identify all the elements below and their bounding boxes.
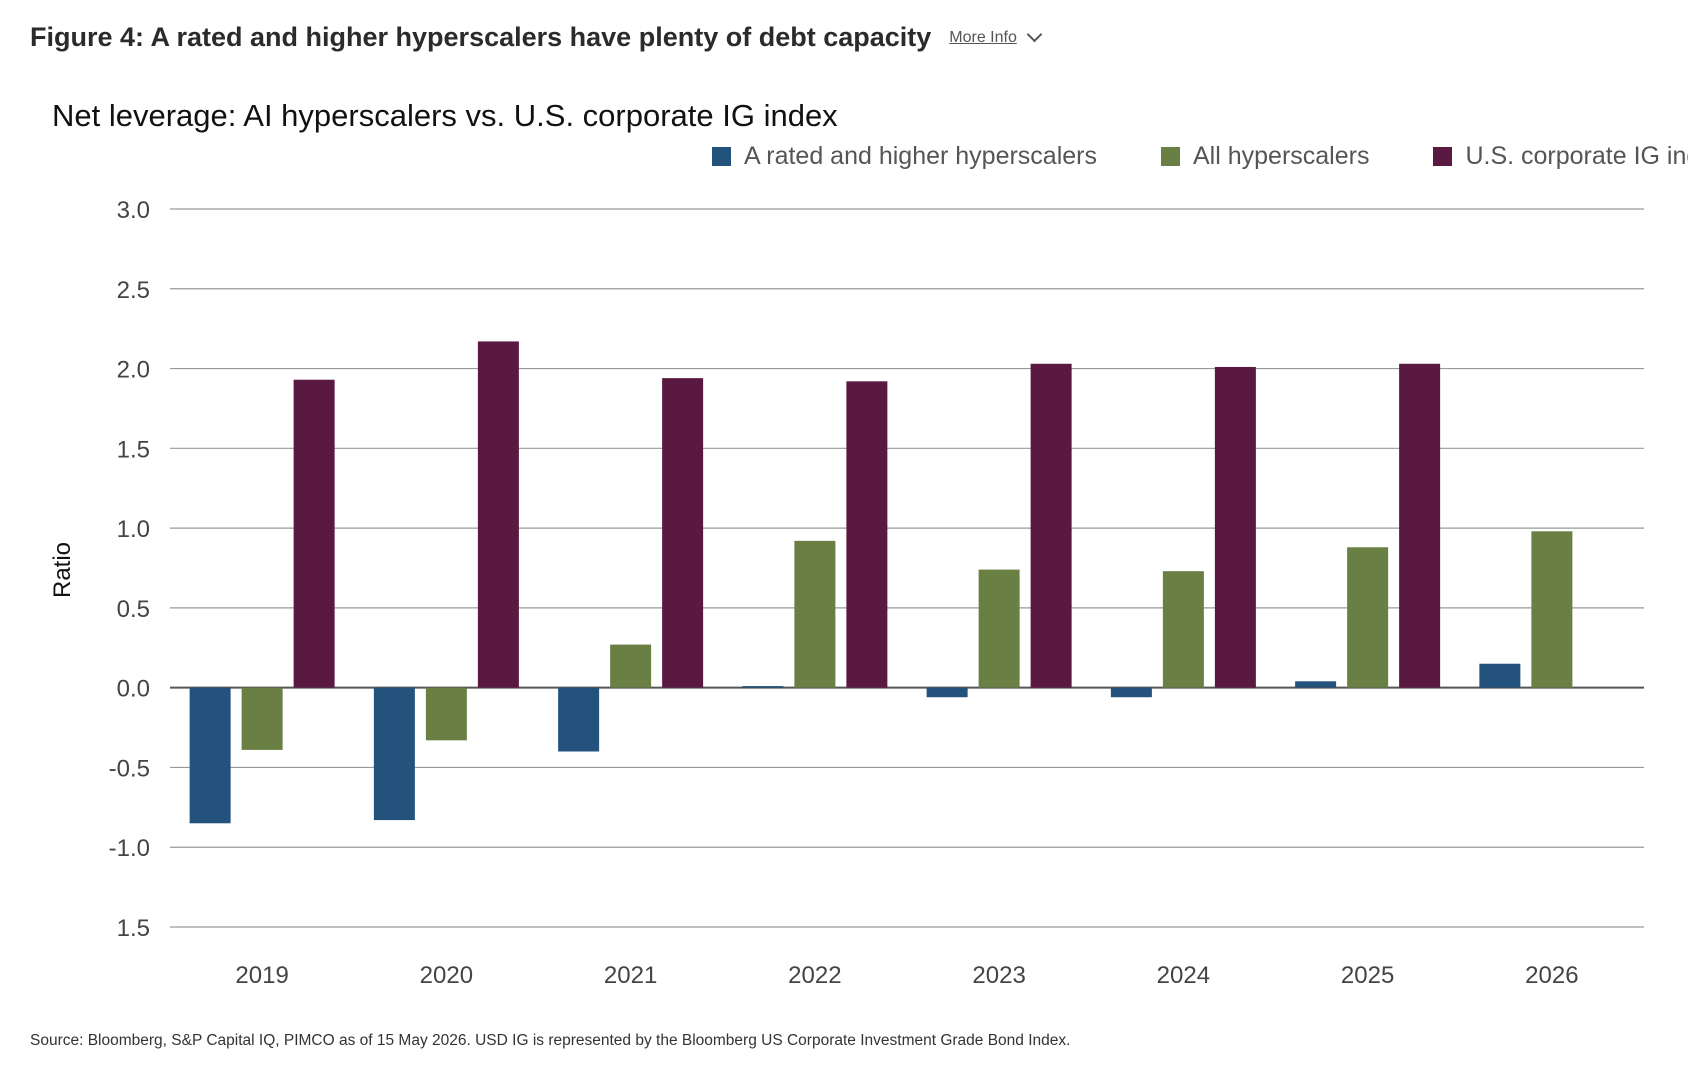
bar-u-s-corporate-ig-index-2024: [1214, 366, 1256, 688]
bar-a-rated-and-higher-hyperscalers-2024: [1110, 687, 1152, 698]
bar-all-hyperscalers-2021: [610, 644, 652, 688]
y-axis-label: Ratio: [49, 542, 76, 598]
y-tick-label: 1.5: [117, 436, 150, 463]
legend-swatch-all-hyperscalers: [1161, 147, 1180, 166]
gridlines: [170, 208, 1644, 928]
x-axis-ticks: 2019 2020 2021 2022 2023 2024 2025 2026: [235, 962, 1578, 989]
bar-all-hyperscalers-2024: [1162, 571, 1204, 688]
y-tick-label: 2.5: [117, 277, 150, 304]
y-axis-ticks: 3.0 2.5 2.0 1.5 1.0 0.5 0.0 -0.5 -1.0 1.5: [109, 197, 150, 942]
bar-u-s-corporate-ig-index-2020: [477, 341, 519, 688]
bar-a-rated-and-higher-hyperscalers-2019: [189, 687, 231, 824]
source-note: Source: Bloomberg, S&P Capital IQ, PIMCO…: [30, 1032, 1071, 1049]
bar-a-rated-and-higher-hyperscalers-2026: [1479, 663, 1521, 688]
bar-a-rated-and-higher-hyperscalers-2022: [742, 686, 784, 688]
x-tick-label: 2021: [604, 962, 657, 989]
y-tick-label: -1.0: [109, 835, 150, 862]
legend-swatch-a-rated: [712, 147, 731, 166]
legend-label-a-rated: A rated and higher hyperscalers: [744, 142, 1097, 170]
legend-item-a-rated: A rated and higher hyperscalers: [712, 142, 1097, 171]
bar-u-s-corporate-ig-index-2025: [1399, 363, 1441, 688]
bar-all-hyperscalers-2026: [1531, 531, 1573, 688]
x-tick-label: 2026: [1525, 962, 1578, 989]
x-tick-label: 2019: [235, 962, 288, 989]
chart-title: Net leverage: AI hyperscalers vs. U.S. c…: [52, 98, 838, 133]
more-info-label[interactable]: More Info: [949, 28, 1017, 46]
y-tick-label: 0.0: [117, 676, 150, 703]
x-tick-label: 2020: [420, 962, 473, 989]
y-tick-label: 1.5: [117, 915, 150, 942]
y-tick-label: 0.5: [117, 596, 150, 623]
y-tick-label: -0.5: [109, 755, 150, 782]
more-info-toggle[interactable]: More Info: [949, 26, 1043, 47]
bar-all-hyperscalers-2020: [425, 687, 467, 741]
bar-u-s-corporate-ig-index-2023: [1030, 363, 1072, 688]
x-tick-label: 2025: [1341, 962, 1394, 989]
bar-u-s-corporate-ig-index-2019: [293, 379, 335, 688]
figure-title: Figure 4: A rated and higher hyperscaler…: [30, 22, 932, 52]
bar-all-hyperscalers-2025: [1347, 547, 1389, 688]
bar-u-s-corporate-ig-index-2022: [846, 381, 888, 688]
legend-label-ig-index: U.S. corporate IG index: [1465, 142, 1688, 170]
chart-legend: A rated and higher hyperscalers All hype…: [712, 142, 1688, 171]
bars: [189, 341, 1573, 824]
legend-item-ig-index: U.S. corporate IG index: [1433, 142, 1688, 171]
bar-all-hyperscalers-2023: [978, 569, 1020, 688]
legend-label-all-hyperscalers: All hyperscalers: [1193, 142, 1370, 170]
bar-a-rated-and-higher-hyperscalers-2021: [558, 687, 600, 752]
y-tick-label: 1.0: [117, 516, 150, 543]
bar-a-rated-and-higher-hyperscalers-2020: [373, 687, 415, 821]
bar-all-hyperscalers-2022: [794, 540, 836, 688]
bar-a-rated-and-higher-hyperscalers-2025: [1295, 681, 1337, 688]
bar-a-rated-and-higher-hyperscalers-2023: [926, 687, 968, 698]
legend-swatch-ig-index: [1433, 147, 1453, 166]
figure-header: Figure 4: A rated and higher hyperscaler…: [30, 22, 1043, 53]
x-tick-label: 2022: [788, 962, 841, 989]
bar-all-hyperscalers-2019: [241, 687, 283, 750]
legend-item-all-hyperscalers: All hyperscalers: [1161, 142, 1369, 171]
y-tick-label: 2.0: [117, 357, 150, 384]
bar-u-s-corporate-ig-index-2021: [662, 378, 704, 688]
x-tick-label: 2024: [1157, 962, 1210, 989]
x-tick-label: 2023: [972, 962, 1025, 989]
y-tick-label: 3.0: [117, 197, 150, 224]
